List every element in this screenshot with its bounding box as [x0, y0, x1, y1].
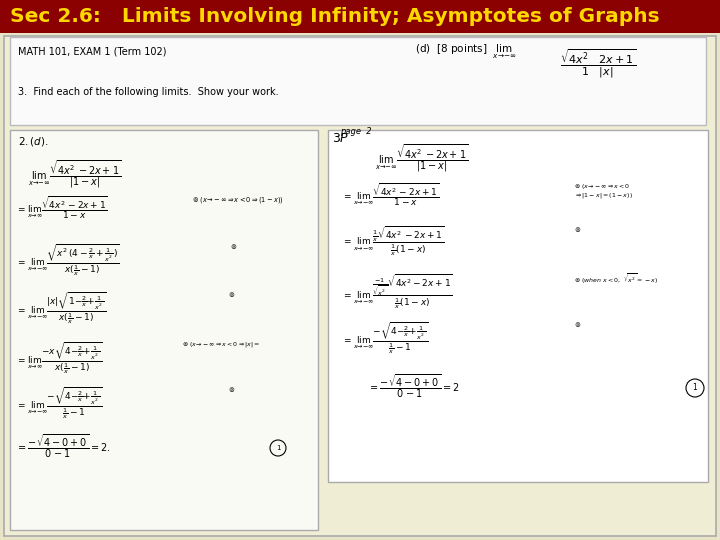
Text: $= \lim_{x \to -\infty} \dfrac{|x|\sqrt{1-\frac{2}{x}+\frac{1}{x^2}}}{x(\frac{1}: $= \lim_{x \to -\infty} \dfrac{|x|\sqrt{…: [16, 290, 107, 326]
Text: 1: 1: [276, 445, 280, 451]
Text: $\circledcirc$ $(x\!\to\!-\infty \Rightarrow x<0 \Rightarrow |x|=$: $\circledcirc$ $(x\!\to\!-\infty \Righta…: [182, 340, 260, 349]
Text: $\circledcirc$ $(when\ x<0,\ \sqrt{x^2}=-x)$: $\circledcirc$ $(when\ x<0,\ \sqrt{x^2}=…: [574, 272, 658, 286]
Text: $3P$: $3P$: [332, 132, 349, 145]
Text: $\circledcirc$: $\circledcirc$: [228, 290, 235, 299]
FancyBboxPatch shape: [4, 36, 716, 536]
Text: $\circledcirc$ $(x\!\to\!-\infty \Rightarrow x<0$: $\circledcirc$ $(x\!\to\!-\infty \Righta…: [574, 182, 631, 191]
Text: $= \lim_{x \to -\infty} \dfrac{\frac{-1}{\sqrt{x^2}}\sqrt{4x^2-2x+1}}{\frac{1}{x: $= \lim_{x \to -\infty} \dfrac{\frac{-1}…: [342, 272, 453, 310]
Text: MATH 101, EXAM 1 (Term 102): MATH 101, EXAM 1 (Term 102): [18, 46, 166, 56]
Text: (d)  [8 points]  $\lim_{x \to -\infty}$: (d) [8 points] $\lim_{x \to -\infty}$: [415, 43, 516, 61]
Text: $\lim_{x \to -\infty} \dfrac{\sqrt{4x^2-2x+1}}{|1-x|}$: $\lim_{x \to -\infty} \dfrac{\sqrt{4x^2-…: [28, 158, 122, 190]
Text: $\circledcirc$: $\circledcirc$: [574, 320, 581, 329]
Text: $\lim_{x \to -\infty} \dfrac{\sqrt{4x^2-2x+1}}{|1-x|}$: $\lim_{x \to -\infty} \dfrac{\sqrt{4x^2-…: [375, 142, 469, 174]
Text: Sec 2.6:   Limits Involving Infinity; Asymptotes of Graphs: Sec 2.6: Limits Involving Infinity; Asym…: [10, 8, 660, 26]
FancyBboxPatch shape: [10, 130, 318, 530]
Text: $\circledcirc$: $\circledcirc$: [228, 385, 235, 394]
FancyBboxPatch shape: [0, 0, 720, 33]
Text: $= \lim_{x \to -\infty} \dfrac{\sqrt{x^2(4-\frac{2}{x}+\frac{1}{x^2})}}{x(\frac{: $= \lim_{x \to -\infty} \dfrac{\sqrt{x^2…: [16, 242, 120, 278]
Text: $\circledcirc$: $\circledcirc$: [230, 242, 238, 251]
Text: 3.  Find each of the following limits.  Show your work.: 3. Find each of the following limits. Sh…: [18, 87, 279, 97]
Text: $= \lim_{x \to \infty} \dfrac{-x\sqrt{4-\frac{2}{x}+\frac{1}{x^2}}}{x(\frac{1}{x: $= \lim_{x \to \infty} \dfrac{-x\sqrt{4-…: [16, 340, 103, 376]
Text: $= \lim_{x \to \infty} \dfrac{\sqrt{4x^2-2x+1}}{1-x}$: $= \lim_{x \to \infty} \dfrac{\sqrt{4x^2…: [16, 195, 108, 221]
Text: $= \lim_{x \to -\infty} \dfrac{\frac{1}{x}\sqrt{4x^2-2x+1}}{\frac{1}{x}(1-x)}$: $= \lim_{x \to -\infty} \dfrac{\frac{1}{…: [342, 225, 444, 258]
Text: $\dfrac{\sqrt{4x^2 \quad 2x+1}}{1 \quad |x|}$: $\dfrac{\sqrt{4x^2 \quad 2x+1}}{1 \quad …: [560, 48, 636, 80]
Text: 1: 1: [693, 383, 698, 393]
Text: $= \dfrac{-\sqrt{4-0+0}}{0-1} = 2.$: $= \dfrac{-\sqrt{4-0+0}}{0-1} = 2.$: [16, 432, 110, 460]
Text: $= \lim_{x \to -\infty} \dfrac{-\sqrt{4-\frac{2}{x}+\frac{1}{x^2}}}{\frac{1}{x}-: $= \lim_{x \to -\infty} \dfrac{-\sqrt{4-…: [342, 320, 428, 355]
Text: $= \dfrac{-\sqrt{4-0+0}}{0-1} = 2$: $= \dfrac{-\sqrt{4-0+0}}{0-1} = 2$: [368, 372, 459, 400]
FancyBboxPatch shape: [328, 130, 708, 482]
Text: $= \lim_{x \to -\infty} \dfrac{\sqrt{4x^2-2x+1}}{1-x}$: $= \lim_{x \to -\infty} \dfrac{\sqrt{4x^…: [342, 182, 439, 208]
Text: $\Rightarrow |1-x|=(1-x))$: $\Rightarrow |1-x|=(1-x))$: [574, 191, 633, 200]
FancyBboxPatch shape: [10, 37, 706, 125]
Text: page  2: page 2: [340, 127, 372, 136]
Text: $= \lim_{x \to -\infty} \dfrac{-\sqrt{4-\frac{2}{x}+\frac{1}{x^2}}}{\frac{1}{x}-: $= \lim_{x \to -\infty} \dfrac{-\sqrt{4-…: [16, 385, 103, 421]
Text: $\circledcirc$: $\circledcirc$: [574, 225, 581, 234]
Text: $\circledcirc$ $(x\!\to\!-\infty \Rightarrow x<0 \Rightarrow (1-x))$: $\circledcirc$ $(x\!\to\!-\infty \Righta…: [192, 195, 284, 205]
Text: $2.(d).$: $2.(d).$: [18, 135, 49, 148]
